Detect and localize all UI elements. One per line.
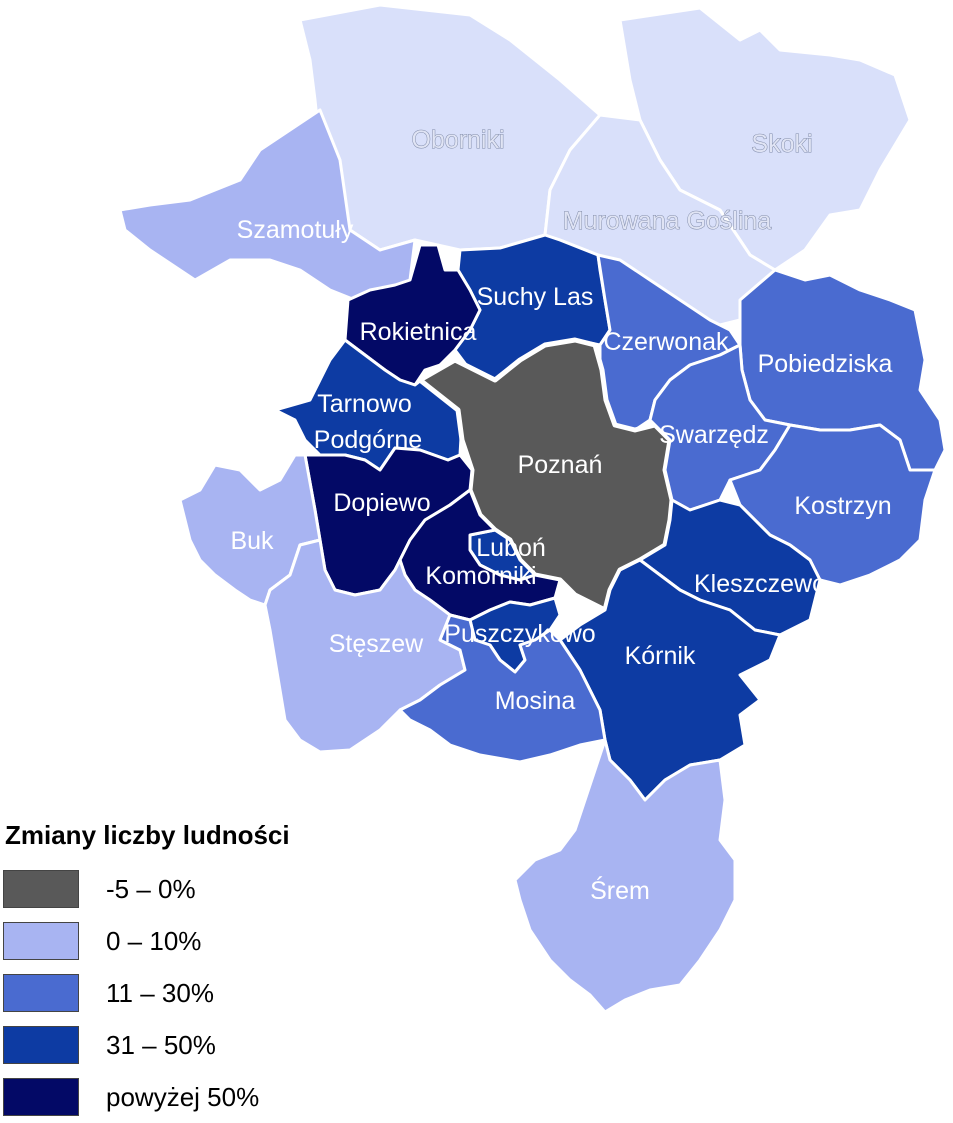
label-szamotuly: Szamotuły	[237, 216, 354, 244]
label-poznan: Poznań	[518, 451, 603, 479]
legend-label: powyżej 50%	[106, 1081, 260, 1112]
region-kostrzyn	[728, 423, 937, 587]
label-lubon: Luboń	[476, 534, 546, 562]
label-tarnowo: Tarnowo Podgórne	[314, 390, 422, 454]
region-mosina	[398, 613, 607, 764]
legend-label: 11 – 30%	[106, 977, 214, 1008]
legend-swatch	[3, 1078, 79, 1116]
label-suchy-las: Suchy Las	[477, 283, 594, 311]
label-oborniki: Oborniki	[411, 126, 504, 154]
legend-title: Zmiany liczby ludności	[5, 820, 290, 850]
label-komorniki: Komorniki	[425, 562, 536, 590]
legend-swatch	[3, 974, 79, 1012]
label-srem: Śrem	[590, 875, 650, 905]
legend-swatch	[3, 922, 79, 960]
label-murowana: Murowana Goślina	[563, 207, 772, 235]
label-skoki: Skoki	[751, 130, 812, 158]
label-tarnowo-line2: Podgórne	[314, 426, 422, 454]
legend-label: -5 – 0%	[106, 873, 196, 904]
legend-swatch	[3, 870, 79, 908]
label-czerwonak: Czerwonak	[603, 328, 729, 356]
label-rokietnica: Rokietnica	[360, 318, 477, 346]
map-legend: Zmiany liczby ludności -5 – 0% 0 – 10% 1…	[3, 820, 333, 1123]
label-kostrzyn: Kostrzyn	[794, 492, 891, 520]
label-puszczykowo: Puszczykowo	[444, 620, 595, 648]
legend-swatch	[3, 1026, 79, 1064]
legend-label: 31 – 50%	[106, 1029, 216, 1060]
label-kleszczewo: Kleszczewo	[694, 570, 826, 598]
region-szamotuly	[118, 108, 417, 302]
legend-item: 31 – 50%	[3, 1019, 333, 1071]
label-pobiedziska: Pobiedziska	[758, 350, 893, 378]
label-buk: Buk	[230, 527, 274, 555]
legend-label: 0 – 10%	[106, 925, 202, 956]
label-mosina: Mosina	[495, 687, 576, 715]
label-swarzedz: Swarzędz	[659, 421, 769, 449]
region-srem	[513, 738, 737, 1014]
label-dopiewo: Dopiewo	[333, 489, 430, 517]
legend-item: -5 – 0%	[3, 863, 333, 915]
label-tarnowo-line1: Tarnowo	[317, 390, 412, 418]
legend-item: 0 – 10%	[3, 915, 333, 967]
label-steszew: Stęszew	[329, 630, 424, 658]
legend-item: powyżej 50%	[3, 1071, 333, 1123]
legend-item: 11 – 30%	[3, 967, 333, 1019]
label-kornik: Kórnik	[625, 642, 696, 670]
